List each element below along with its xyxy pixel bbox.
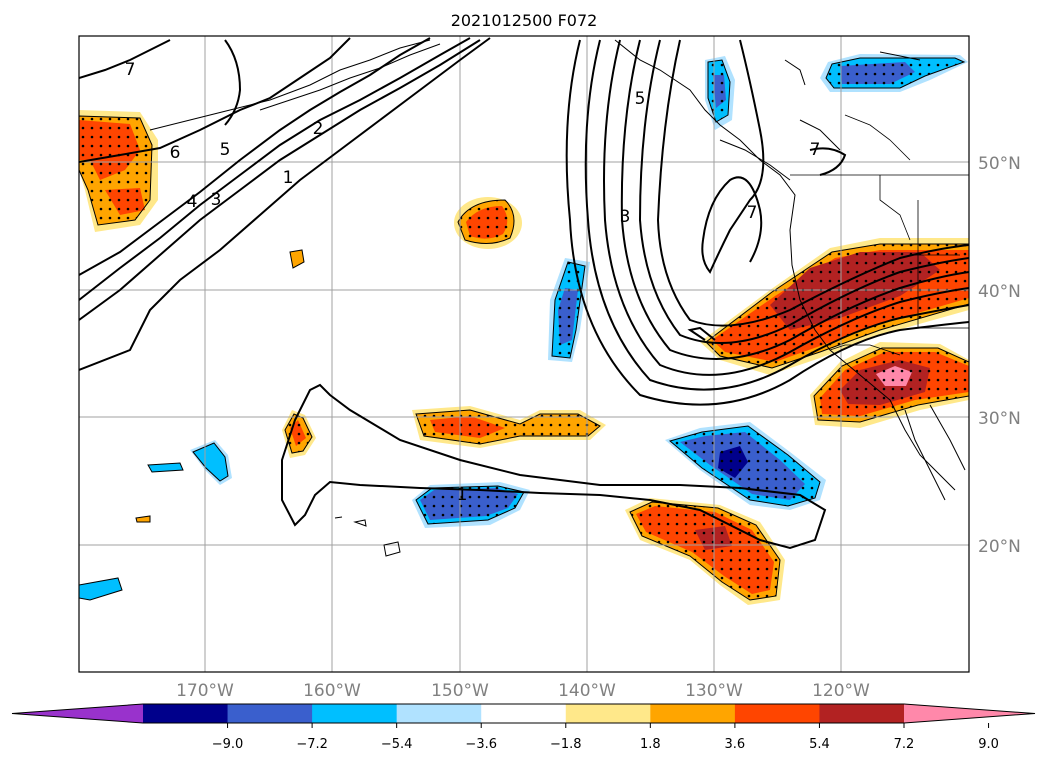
colorbar-segment: [734, 704, 820, 723]
warm-anomaly-tiny: [135, 515, 151, 523]
cold-anomaly-canada: [820, 54, 968, 92]
colorbar-tick-label: 9.0: [978, 737, 999, 752]
warm-anomaly-northwest: [79, 110, 158, 232]
warm-anomaly-california: [700, 238, 969, 375]
latitude-labels: 50°N 40°N 30°N 20°N: [978, 154, 1021, 557]
colorbar-tick-label: −1.8: [550, 737, 582, 752]
colorbar-outline: [11, 703, 1036, 724]
contour-label: 7: [810, 140, 821, 160]
colorbar-segment: [312, 704, 398, 723]
contour-label: 3: [620, 207, 631, 227]
map-title: 2021012500 F072: [451, 11, 598, 30]
lon-label: 150°W: [431, 681, 489, 701]
colorbar-segment: [227, 704, 313, 723]
contour-label: 1: [283, 168, 294, 188]
contour-label: 4: [187, 192, 198, 212]
contour-label: 1: [457, 485, 468, 505]
contour-label: 3: [211, 190, 222, 210]
colorbar-tick-label: −9.0: [212, 737, 244, 752]
colorbar-tick-label: −7.2: [296, 737, 328, 752]
colorbar-segment: [650, 704, 736, 723]
lon-label: 130°W: [685, 681, 743, 701]
cold-anomaly-west-small: [147, 440, 232, 485]
contour-label: 5: [220, 140, 231, 160]
warm-anomaly-small: [289, 249, 305, 269]
colorbar-tick-label: 1.8: [640, 737, 661, 752]
warm-anomaly-central-north: [454, 197, 522, 249]
colorbar-segment: [481, 704, 567, 723]
colorbar-extend-high: [904, 704, 1035, 723]
lon-label: 170°W: [176, 681, 234, 701]
colorbar-segment: [819, 704, 905, 723]
colorbar-tick-label: 7.2: [894, 737, 915, 752]
lat-label: 30°N: [978, 409, 1021, 429]
warm-anomaly-baja: [810, 342, 969, 428]
contour-label: 5: [635, 89, 646, 109]
colorbar: −9.0 −7.2 −5.4 −3.6 −1.8 1.8 3.6 5.4 7.2 9.0: [11, 703, 1036, 752]
warm-anomaly-south: [625, 498, 785, 605]
colorbar-tick-label: 5.4: [809, 737, 830, 752]
lat-label: 20°N: [978, 537, 1021, 557]
colorbar-tick-label: −3.6: [465, 737, 497, 752]
contour-label: 7: [747, 203, 758, 223]
warm-anomaly-west-subtropical: [282, 410, 316, 458]
lon-label: 160°W: [303, 681, 361, 701]
colorbar-segment: [143, 704, 229, 723]
map-frame: [78, 35, 970, 673]
longitude-labels: 170°W 160°W 150°W 140°W 130°W 120°W: [176, 681, 870, 701]
contour-labels: 7 6 5 4 3 2 1 5 3 7 7 1: [125, 60, 821, 505]
colorbar-extend-low: [12, 704, 143, 723]
lon-label: 140°W: [558, 681, 616, 701]
borders: [790, 114, 969, 356]
contour-label: 2: [313, 119, 324, 139]
colorbar-tick-label: −5.4: [381, 737, 413, 752]
colorbar-tick-label: 3.6: [725, 737, 746, 752]
colorbar-segment: [396, 704, 482, 723]
colorbar-segment: [565, 704, 651, 723]
lon-label: 120°W: [812, 681, 870, 701]
graticule: [79, 36, 969, 672]
lat-label: 40°N: [978, 282, 1021, 302]
cold-anomaly-bc-coast: [705, 56, 735, 130]
cold-anomaly-southwest: [79, 577, 123, 601]
contour-label: 7: [125, 60, 136, 80]
lat-label: 50°N: [978, 154, 1021, 174]
cold-anomaly-east-pacific: [665, 422, 826, 510]
contour-label: 6: [170, 143, 181, 163]
contours: [79, 37, 969, 550]
cold-anomaly-hawaii: [412, 482, 530, 528]
coastlines: [149, 39, 966, 557]
